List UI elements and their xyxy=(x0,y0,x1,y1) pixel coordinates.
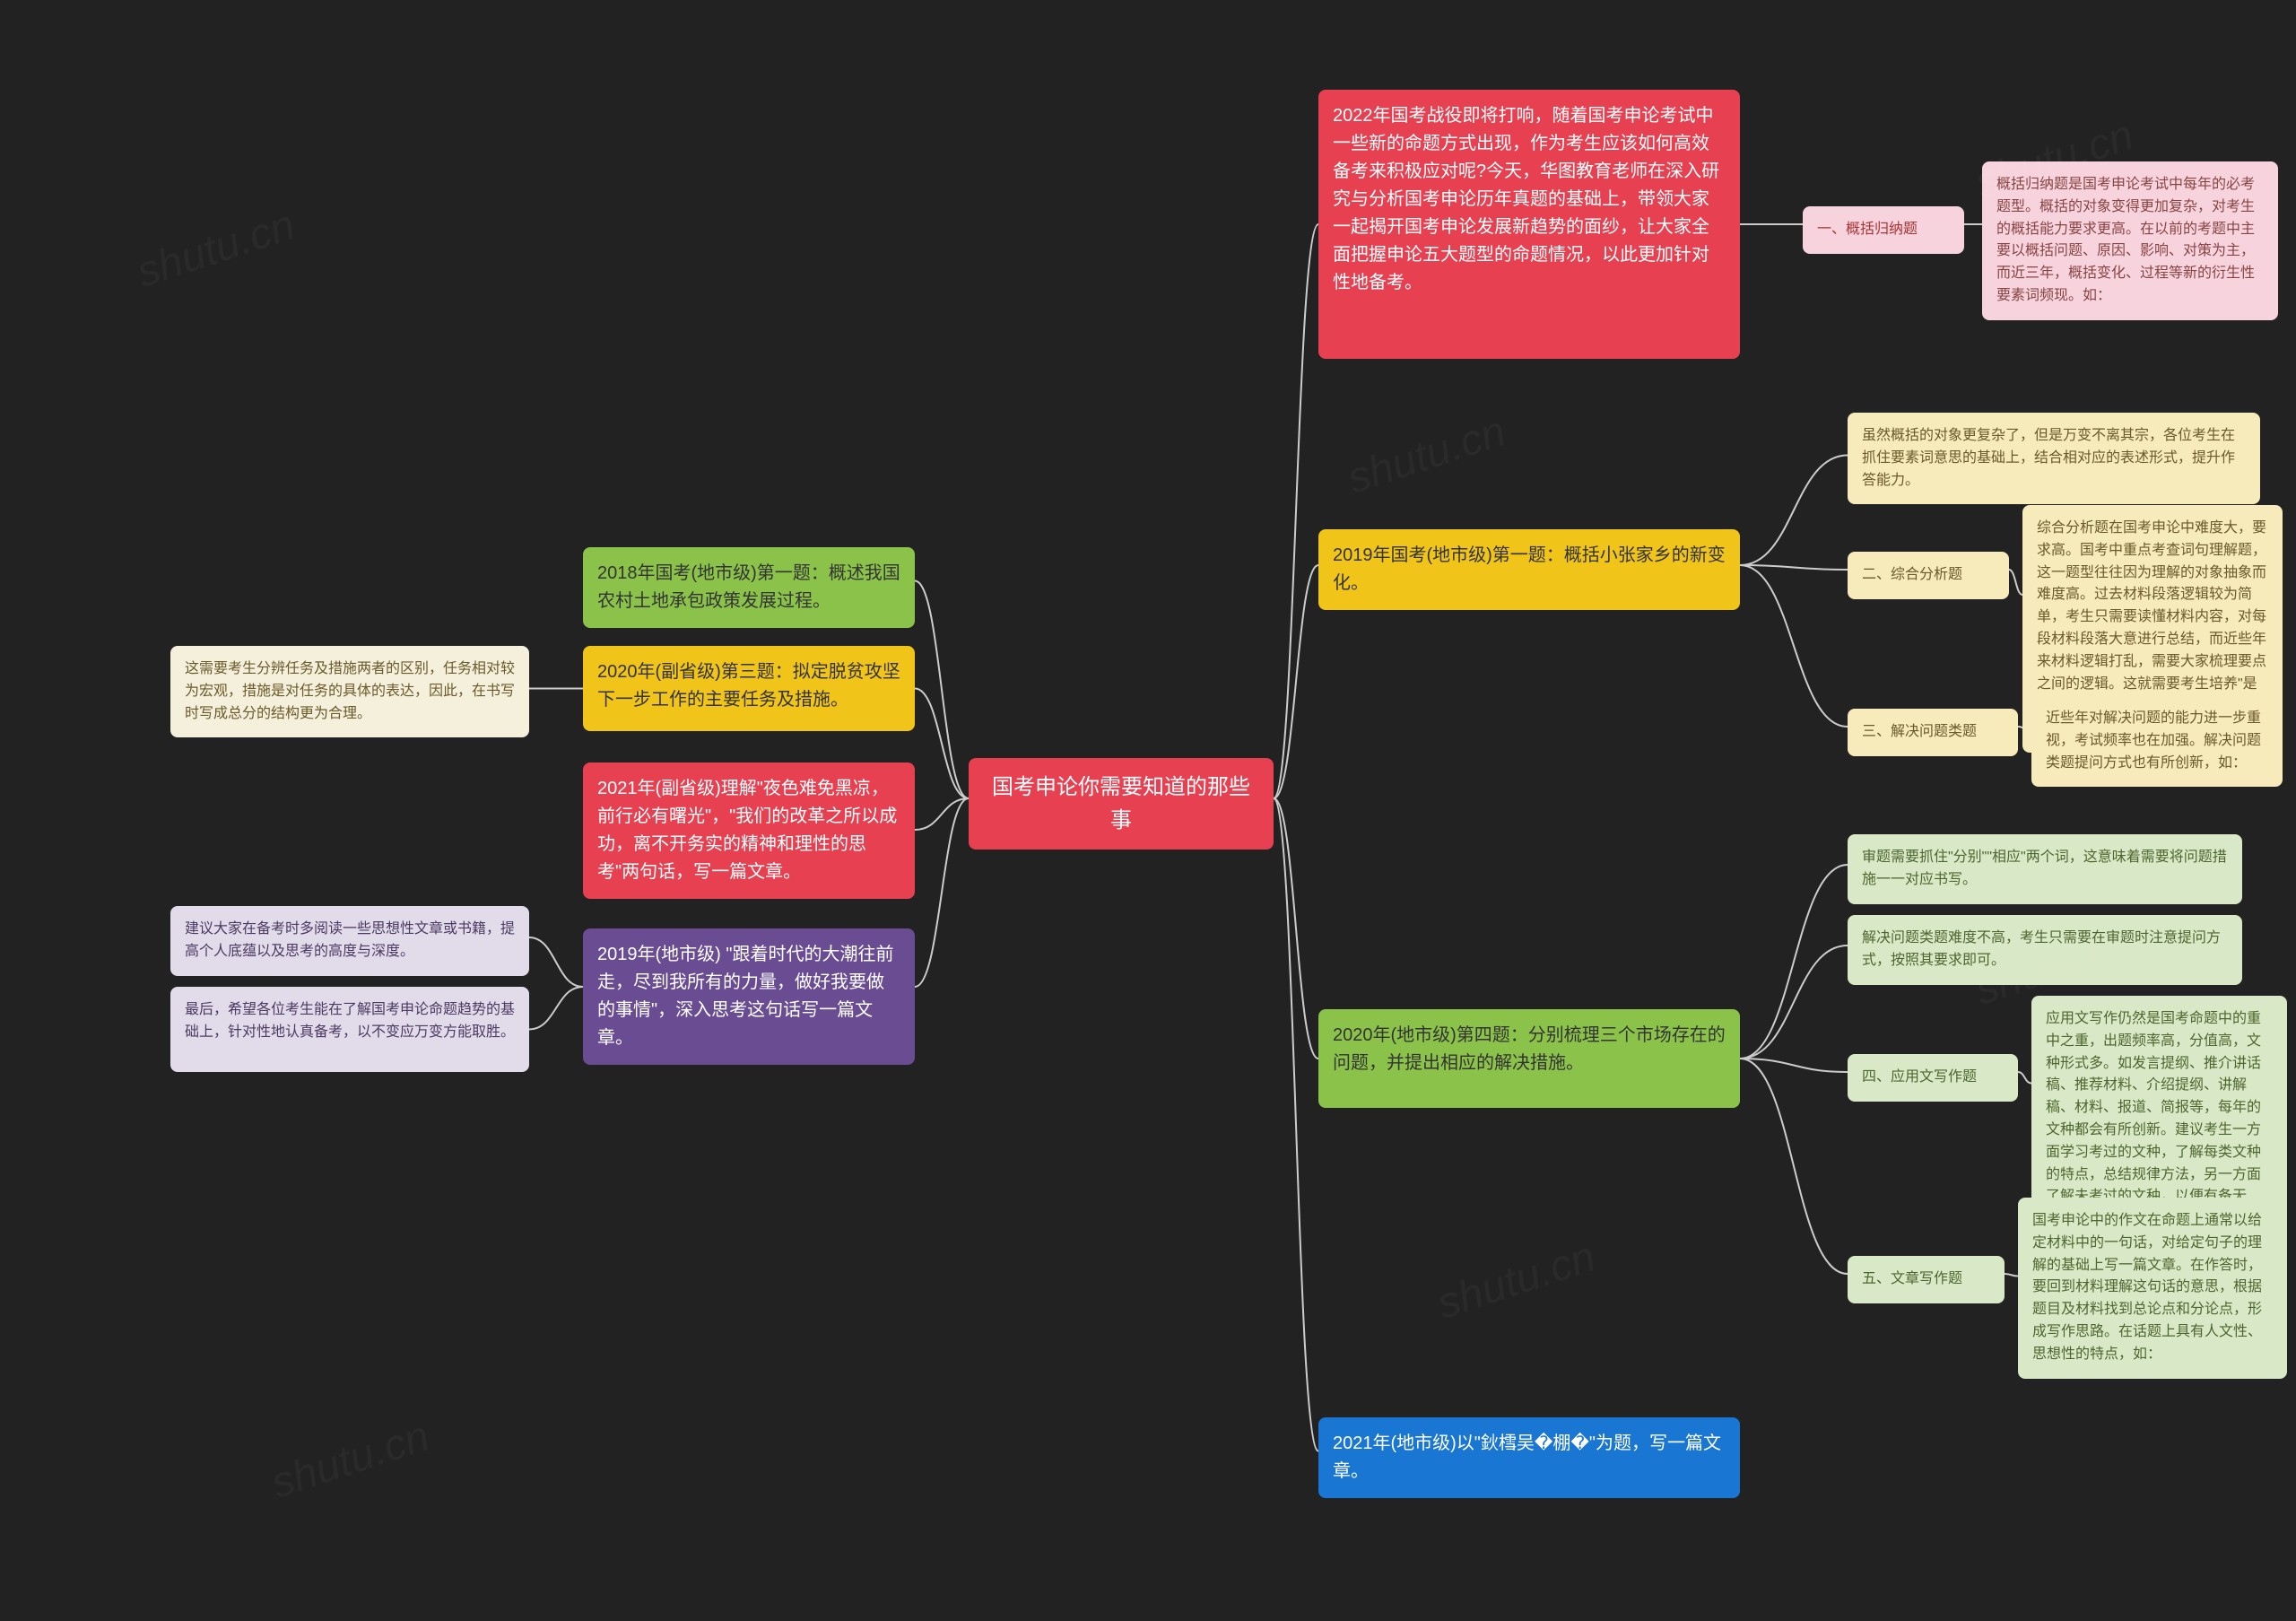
right-branch-2-label-3: 五、文章写作题 xyxy=(1848,1256,2005,1303)
left-branch-1-child-0: 这需要考生分辨任务及措施两者的区别，任务相对较为宏观，措施是对任务的具体的表达，… xyxy=(170,646,529,737)
left-branch-0: 2018年国考(地市级)第一题：概述我国农村土地承包政策发展过程。 xyxy=(583,547,915,628)
right-branch-0-label-0: 一、概括归纳题 xyxy=(1803,206,1964,254)
root-node: 国考申论你需要知道的那些事 xyxy=(969,758,1274,850)
right-branch-1-child-0: 虽然概括的对象更复杂了，但是万变不离其宗，各位考生在抓住要素词意思的基础上，结合… xyxy=(1848,413,2260,504)
watermark-4: shutu.cn xyxy=(1431,1232,1602,1329)
watermark-3: shutu.cn xyxy=(265,1411,436,1508)
left-branch-3: 2019年(地市级) "跟着时代的大潮往前走，尽到我所有的力量，做好我要做的事情… xyxy=(583,928,915,1065)
right-branch-2-child-1: 解决问题类题难度不高，考生只需要在审题时注意提问方式，按照其要求即可。 xyxy=(1848,915,2242,985)
right-branch-1-label-1: 二、综合分析题 xyxy=(1848,552,2009,599)
right-branch-0: 2022年国考战役即将打响，随着国考申论考试中一些新的命题方式出现，作为考生应该… xyxy=(1318,90,1740,359)
right-branch-2-label-2: 四、应用文写作题 xyxy=(1848,1054,2018,1102)
right-branch-1-label-2: 三、解决问题类题 xyxy=(1848,709,2018,756)
right-branch-1-desc-2: 近些年对解决问题的能力进一步重视，考试频率也在加强。解决问题类题提问方式也有所创… xyxy=(2031,695,2283,787)
right-branch-3: 2021年(地市级)以"鈥樰吴�棚�"为题，写一篇文章。 xyxy=(1318,1417,1740,1498)
right-branch-0-desc-0: 概括归纳题是国考申论考试中每年的必考题型。概括的对象变得更加复杂，对考生的概括能… xyxy=(1982,161,2278,320)
left-branch-1: 2020年(副省级)第三题：拟定脱贫攻坚下一步工作的主要任务及措施。 xyxy=(583,646,915,731)
watermark-1: shutu.cn xyxy=(1342,406,1512,503)
left-branch-3-child-0: 建议大家在备考时多阅读一些思想性文章或书籍，提高个人底蕴以及思考的高度与深度。 xyxy=(170,906,529,976)
left-branch-2: 2021年(副省级)理解"夜色难免黑凉，前行必有曙光"，"我们的改革之所以成功，… xyxy=(583,763,915,899)
right-branch-2-child-0: 审题需要抓住"分别""相应"两个词，这意味着需要将问题措施一一对应书写。 xyxy=(1848,834,2242,904)
right-branch-2-desc-3: 国考申论中的作文在命题上通常以给定材料中的一句话，对给定句子的理解的基础上写一篇… xyxy=(2018,1198,2287,1379)
left-branch-3-child-1: 最后，希望各位考生能在了解国考申论命题趋势的基础上，针对性地认真备考，以不变应万… xyxy=(170,987,529,1072)
right-branch-2: 2020年(地市级)第四题：分别梳理三个市场存在的问题，并提出相应的解决措施。 xyxy=(1318,1009,1740,1108)
watermark-0: shutu.cn xyxy=(131,200,301,297)
right-branch-1: 2019年国考(地市级)第一题：概括小张家乡的新变化。 xyxy=(1318,529,1740,610)
